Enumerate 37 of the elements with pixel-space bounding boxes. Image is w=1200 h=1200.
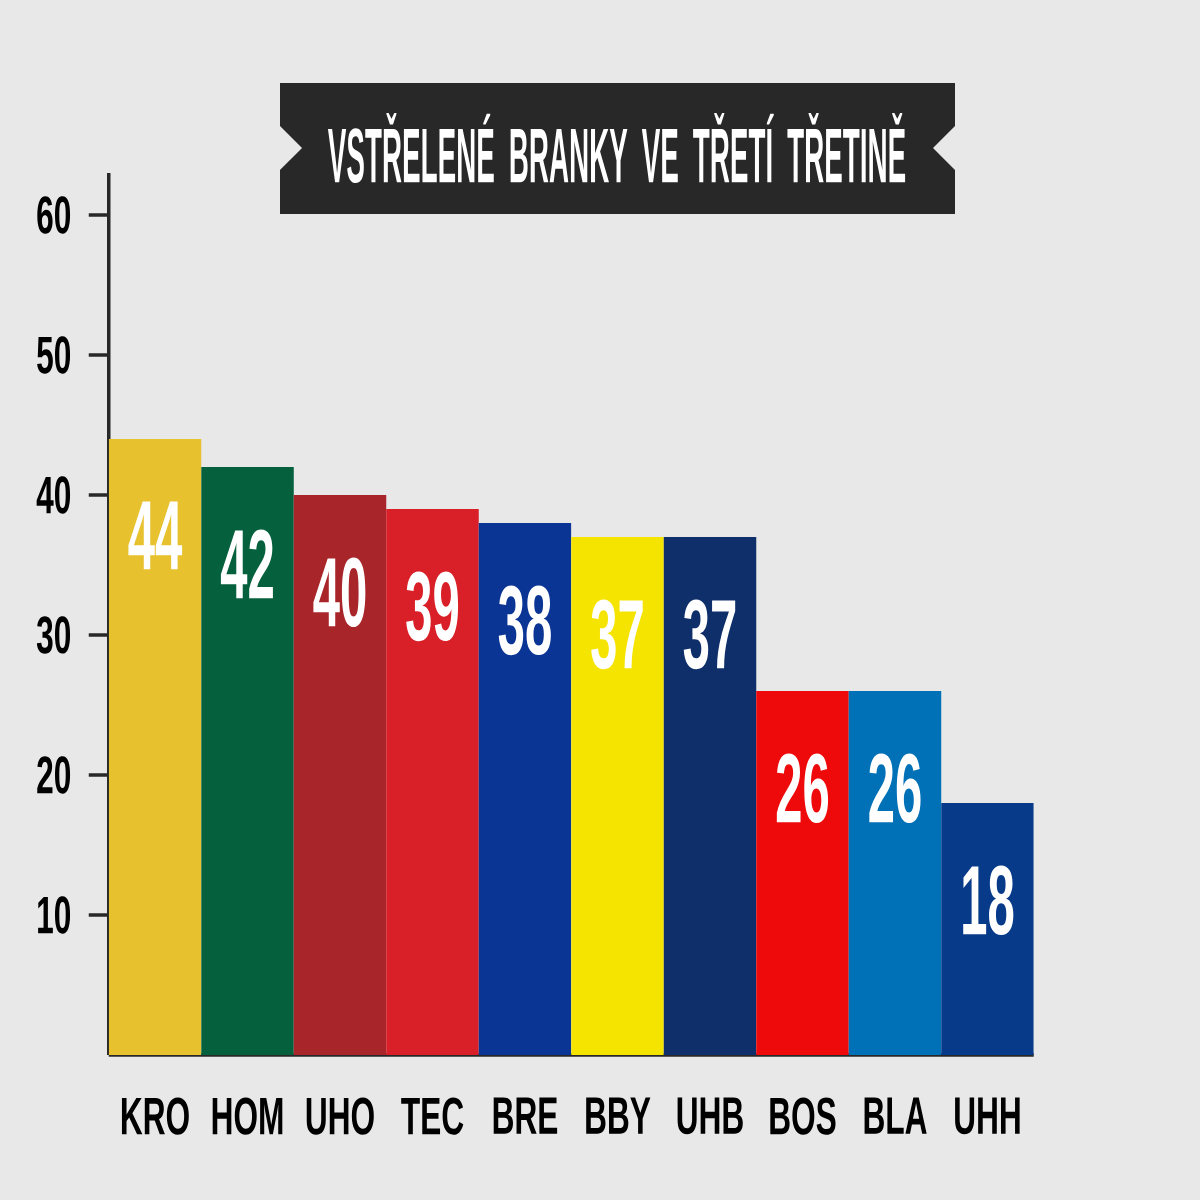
data-label: 26 [776, 753, 829, 824]
x-tick-label: UHO [306, 1097, 374, 1135]
bar [386, 509, 479, 1055]
bar [663, 537, 757, 1055]
data-label: 37 [683, 599, 736, 670]
x-tick-label: HOM [212, 1097, 283, 1135]
x-tick-label: BBY [586, 1097, 651, 1134]
data-label: 40 [313, 557, 366, 628]
bar [756, 691, 849, 1055]
bar [293, 495, 387, 1055]
bar [941, 803, 1034, 1055]
y-tick-label: 10 [38, 896, 71, 934]
bar [201, 467, 294, 1055]
y-tick-label: 30 [36, 616, 71, 654]
bar [848, 691, 942, 1055]
y-tick-label: 40 [36, 476, 71, 514]
data-label: 18 [963, 865, 1014, 936]
x-tick-label: UHH [955, 1097, 1020, 1135]
data-label: 42 [220, 529, 273, 599]
bar [478, 523, 572, 1055]
x-tick-label: UHB [677, 1097, 743, 1135]
bar [108, 439, 202, 1055]
y-tick-label: 20 [37, 756, 71, 794]
x-tick-label: BOS [770, 1097, 836, 1135]
y-tick-label: 60 [37, 196, 71, 234]
y-tick-label: 50 [37, 336, 71, 374]
chart-title: VSTŘELENÉ BRANKY VE TŘETÍ TŘETINĚ [327, 112, 906, 184]
x-tick-label: TEC [401, 1097, 464, 1135]
data-label: 39 [406, 571, 459, 642]
data-label: 38 [498, 585, 551, 656]
bar [571, 537, 664, 1055]
x-tick-label: KRO [121, 1097, 189, 1135]
data-label: 44 [128, 501, 183, 570]
data-label: 26 [869, 753, 921, 824]
data-label: 37 [591, 599, 643, 670]
x-tick-label: BRE [493, 1097, 558, 1134]
x-tick-label: BLA [864, 1097, 927, 1134]
